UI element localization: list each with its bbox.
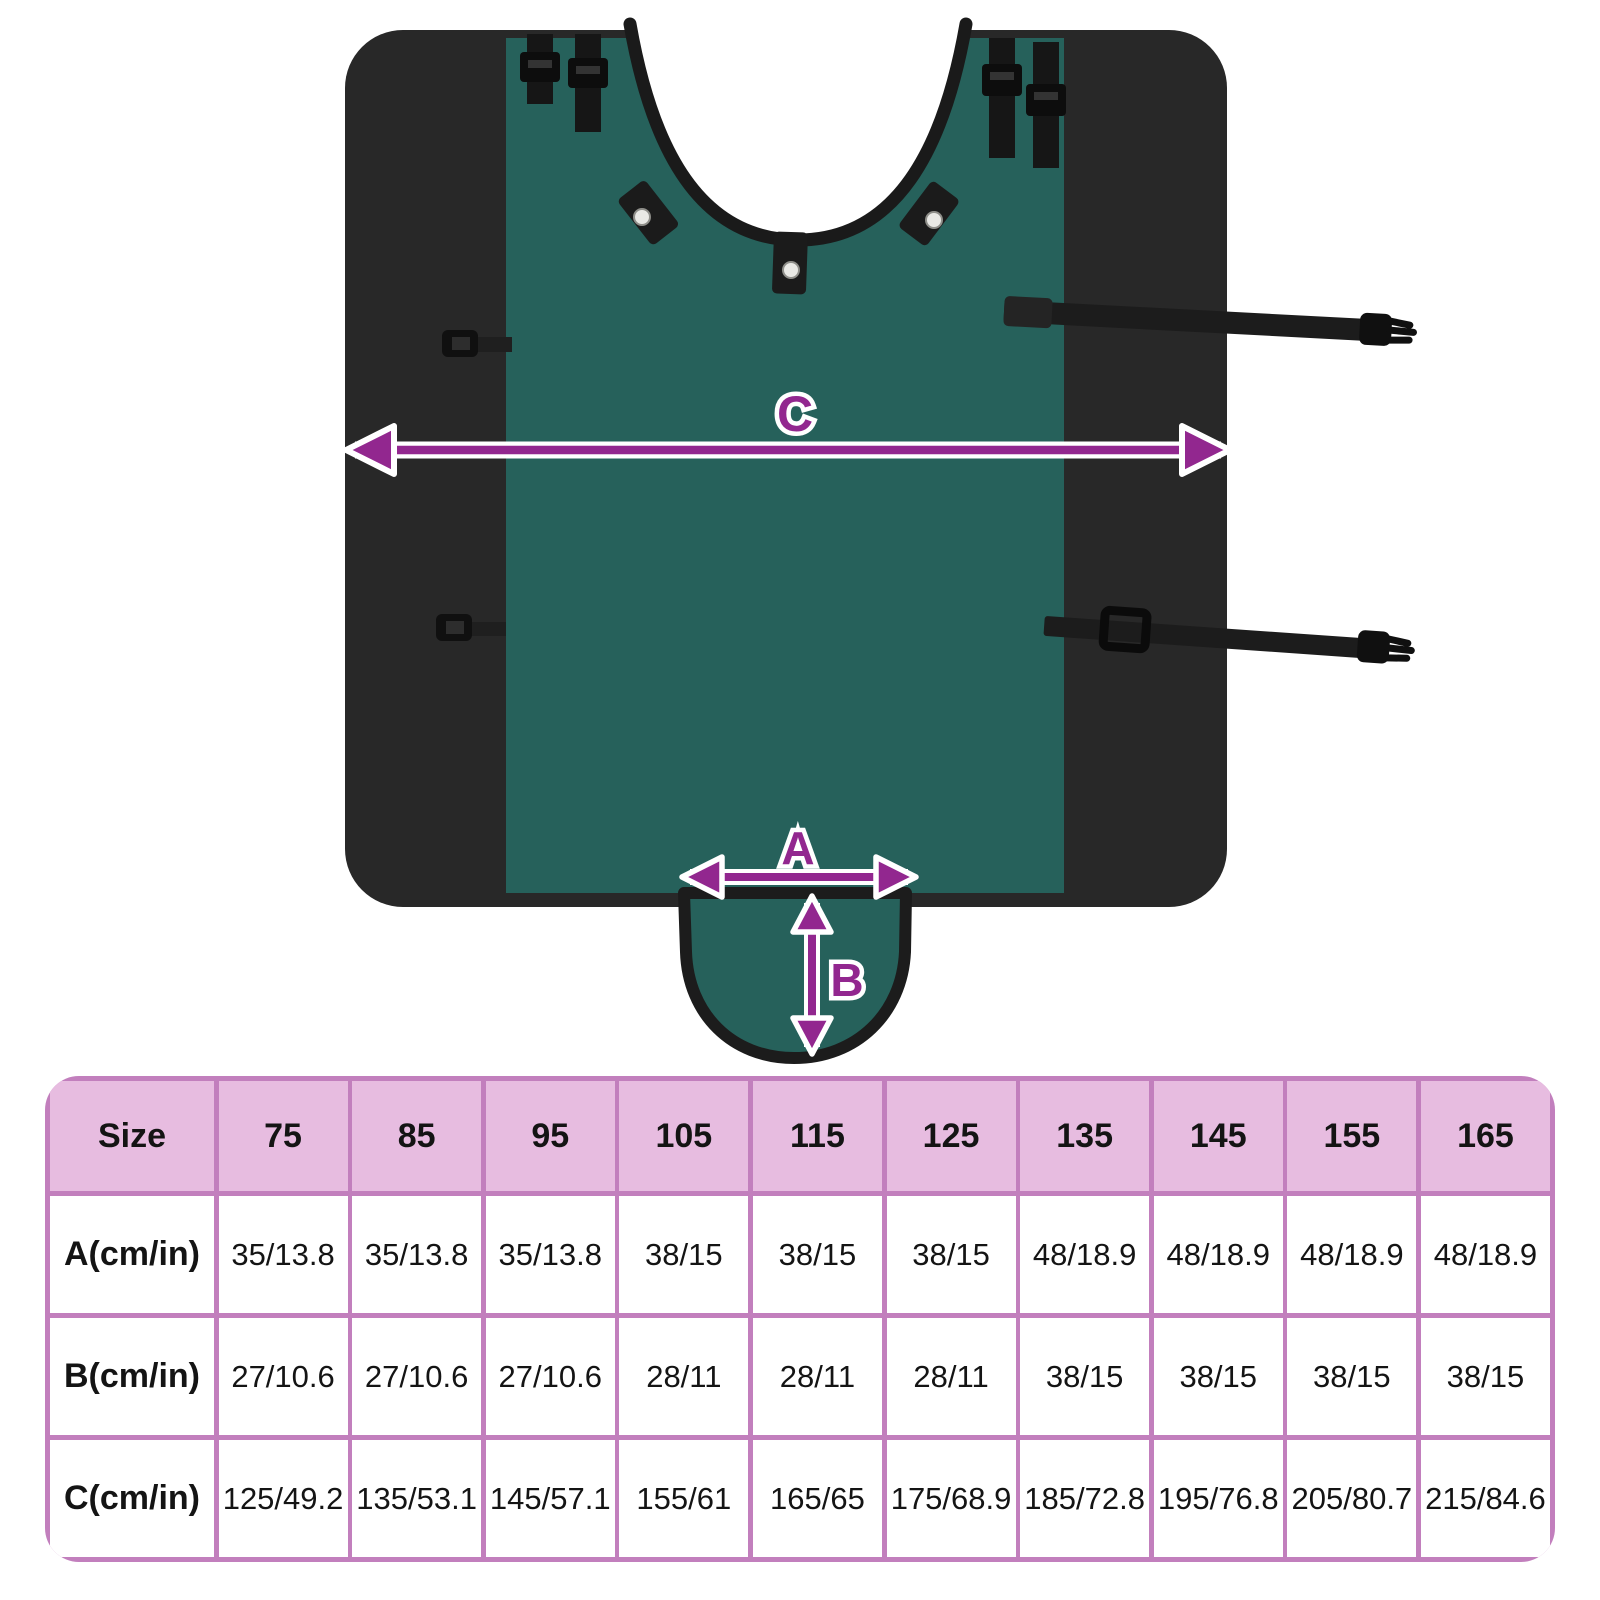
- size-table-cell: 48/18.9: [1020, 1195, 1150, 1313]
- size-table-cell: 185/72.8: [1020, 1439, 1150, 1557]
- size-table-header-cell: Size: [50, 1081, 214, 1191]
- snap-stud: [782, 261, 800, 279]
- size-table-header-cell: 155: [1287, 1081, 1417, 1191]
- side-clip-buckle: [442, 330, 512, 357]
- size-table-header-cell: 125: [886, 1081, 1016, 1191]
- dimension-arrow-b: [790, 893, 834, 1057]
- size-table-header-cell: 95: [485, 1081, 615, 1191]
- chest-strap-buckle: [982, 38, 1022, 158]
- chest-strap-buckle: [520, 34, 560, 104]
- size-table-cell: 27/10.6: [218, 1317, 348, 1435]
- size-table-cell: 38/15: [619, 1195, 749, 1313]
- dimension-arrow-a: [679, 854, 919, 900]
- size-table-header-cell: 165: [1420, 1081, 1550, 1191]
- clip-buckle: [1356, 630, 1391, 664]
- dimension-label-a: A: [781, 822, 814, 874]
- strap-slider: [1098, 605, 1152, 654]
- dimension-arrow-c: [343, 423, 1233, 477]
- snap-tab-right: [899, 181, 959, 246]
- snap-tab-middle: [772, 231, 808, 295]
- size-table-header-cell: 75: [218, 1081, 348, 1191]
- chest-strap-buckle: [1026, 42, 1066, 168]
- size-table-cell: 38/15: [752, 1195, 882, 1313]
- size-table-header-cell: 115: [752, 1081, 882, 1191]
- size-table-row-label: B(cm/in): [50, 1317, 214, 1435]
- size-table-cell: 48/18.9: [1287, 1195, 1417, 1313]
- size-table-cell: 28/11: [752, 1317, 882, 1435]
- chest-strap-buckle: [568, 34, 608, 132]
- size-table-cell: 27/10.6: [485, 1317, 615, 1435]
- size-table-row-label: A(cm/in): [50, 1195, 214, 1313]
- size-table-cell: 35/13.8: [485, 1195, 615, 1313]
- size-table-cell: 27/10.6: [352, 1317, 482, 1435]
- dimension-label-b: B: [830, 954, 863, 1006]
- size-table-header-cell: 135: [1020, 1081, 1150, 1191]
- size-table-cell: 205/80.7: [1287, 1439, 1417, 1557]
- size-table-cell: 125/49.2: [218, 1439, 348, 1557]
- size-table-cell: 48/18.9: [1153, 1195, 1283, 1313]
- size-table-cell: 38/15: [1153, 1317, 1283, 1435]
- surcingle-strap-upper: [1003, 296, 1417, 346]
- neck-cutout: [630, 24, 966, 240]
- size-table-cell: 195/76.8: [1153, 1439, 1283, 1557]
- size-table-cell: 28/11: [886, 1317, 1016, 1435]
- tail-flap: [678, 887, 912, 1064]
- size-table-header-cell: 105: [619, 1081, 749, 1191]
- dimension-label-c: C: [777, 386, 813, 442]
- size-table-cell: 145/57.1: [485, 1439, 615, 1557]
- size-table-header-cell: 85: [352, 1081, 482, 1191]
- horse-rug-diagram: C A B: [343, 17, 1417, 1064]
- surcingle-strap-lower: [1043, 605, 1415, 664]
- size-table-header-cell: 145: [1153, 1081, 1283, 1191]
- size-table-cell: 155/61: [619, 1439, 749, 1557]
- size-table: Size 75 85 95 105 115 125 135 145 155 16…: [45, 1076, 1555, 1562]
- snap-tab-left: [618, 181, 679, 245]
- size-table-cell: 38/15: [1020, 1317, 1150, 1435]
- size-table-cell: 215/84.6: [1420, 1439, 1550, 1557]
- clip-buckle: [1359, 312, 1393, 346]
- size-table-cell: 175/68.9: [886, 1439, 1016, 1557]
- snap-stud: [633, 208, 651, 226]
- snap-stud: [925, 211, 943, 229]
- size-table-cell: 35/13.8: [218, 1195, 348, 1313]
- size-table-cell: 38/15: [1420, 1317, 1550, 1435]
- size-table-cell: 165/65: [752, 1439, 882, 1557]
- size-table-cell: 35/13.8: [352, 1195, 482, 1313]
- size-table-cell: 38/15: [886, 1195, 1016, 1313]
- size-table-cell: 28/11: [619, 1317, 749, 1435]
- size-table-cell: 48/18.9: [1420, 1195, 1550, 1313]
- size-table-cell: 38/15: [1287, 1317, 1417, 1435]
- side-clip-buckle: [436, 614, 506, 641]
- size-table-row-label: C(cm/in): [50, 1439, 214, 1557]
- size-table-cell: 135/53.1: [352, 1439, 482, 1557]
